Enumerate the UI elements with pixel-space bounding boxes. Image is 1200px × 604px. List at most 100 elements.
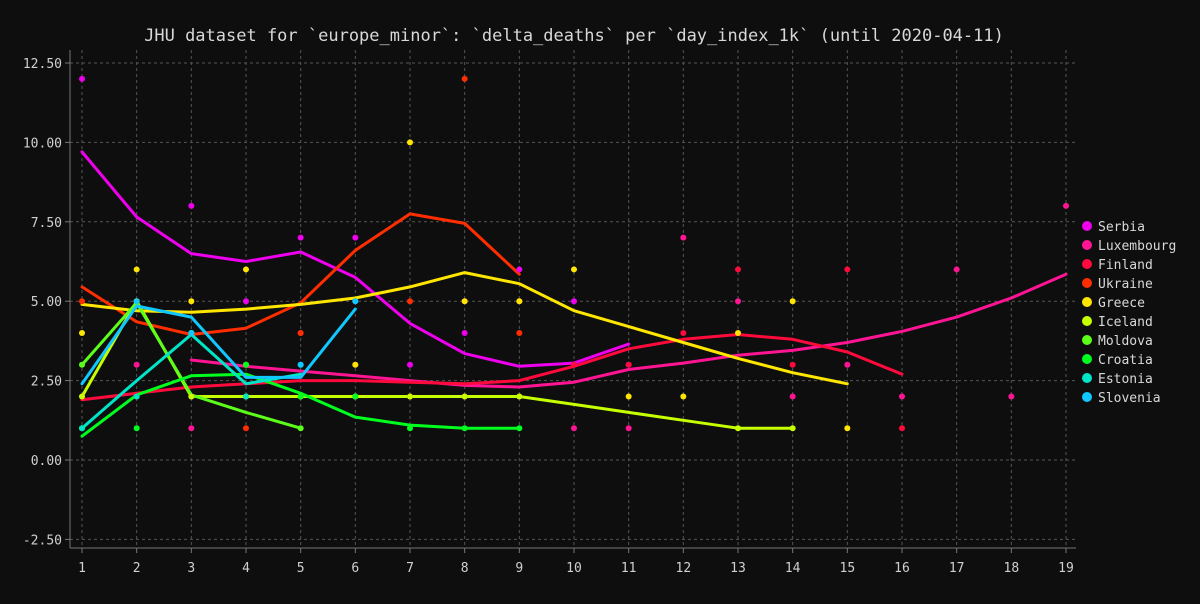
y-tick-label: 0.00: [31, 454, 62, 469]
y-tick-label: 10.00: [23, 136, 62, 151]
data-point-ukraine: [243, 425, 249, 432]
data-point-greece: [789, 298, 796, 305]
data-point-ukraine: [407, 298, 413, 305]
data-point-luxembourg: [571, 425, 577, 432]
data-point-finland: [625, 361, 632, 368]
legend-marker-moldova: [1082, 335, 1092, 345]
data-point-moldova: [79, 361, 85, 368]
data-point-greece: [188, 298, 195, 305]
x-tick-label: 4: [242, 561, 250, 576]
data-point-slovenia: [352, 298, 359, 305]
x-tick-label: 13: [730, 561, 746, 576]
data-point-moldova: [297, 425, 304, 432]
axes: 1 2 3 4 5 6 7 8 9 10 11 12 13 14 15 16 17 18 19-2.500.002.…: [23, 50, 1076, 576]
data-point-greece: [352, 361, 359, 368]
data-point-slovenia: [133, 298, 140, 305]
x-tick-label: 6: [351, 561, 359, 576]
legend-label-croatia: Croatia: [1098, 353, 1153, 368]
data-point-luxembourg: [1063, 202, 1069, 209]
x-tick-label: 10: [566, 561, 582, 576]
x-tick-label: 1: [78, 561, 86, 576]
data-point-luxembourg: [188, 425, 195, 432]
data-point-croatia: [297, 393, 304, 400]
legend-label-finland: Finland: [1098, 258, 1153, 273]
data-point-iceland: [516, 393, 523, 400]
data-point-greece: [680, 393, 687, 400]
data-point-luxembourg: [899, 393, 905, 400]
legend-label-estonia: Estonia: [1098, 372, 1153, 387]
y-tick-label: -2.50: [23, 533, 62, 548]
series-line-finland: [80, 333, 904, 402]
x-tick-label: 14: [785, 561, 801, 576]
data-point-iceland: [735, 425, 741, 432]
data-point-slovenia: [297, 361, 304, 368]
legend-label-iceland: Iceland: [1098, 315, 1153, 330]
data-point-croatia: [243, 361, 249, 368]
x-tick-label: 3: [187, 561, 195, 576]
data-point-luxembourg: [789, 393, 796, 400]
data-point-serbia: [79, 75, 85, 82]
data-point-croatia: [516, 425, 523, 432]
data-point-serbia: [461, 329, 468, 336]
x-tick-label: 7: [406, 561, 414, 576]
legend-label-serbia: Serbia: [1098, 220, 1145, 235]
x-tick-label: 5: [297, 561, 305, 576]
series-lines: [80, 150, 1068, 438]
x-tick-label: 16: [894, 561, 910, 576]
data-point-iceland: [188, 393, 195, 400]
y-tick-label: 5.00: [31, 295, 62, 310]
chart-title: JHU dataset for `europe_minor`: `delta_d…: [144, 26, 1004, 46]
data-point-serbia: [516, 266, 523, 273]
data-point-greece: [243, 266, 249, 273]
data-point-greece: [516, 298, 523, 305]
data-point-greece: [844, 425, 851, 432]
legend-label-moldova: Moldova: [1098, 334, 1153, 349]
data-point-finland: [844, 266, 851, 273]
data-point-finland: [899, 425, 905, 432]
data-point-greece: [407, 139, 413, 146]
x-tick-label: 9: [515, 561, 523, 576]
legend-marker-slovenia: [1082, 392, 1092, 402]
data-point-luxembourg: [735, 298, 741, 305]
legend-marker-greece: [1082, 297, 1092, 307]
data-point-iceland: [461, 393, 468, 400]
data-point-luxembourg: [953, 266, 960, 273]
data-point-serbia: [188, 202, 195, 209]
data-point-greece: [735, 329, 741, 336]
data-point-luxembourg: [680, 234, 687, 241]
legend-marker-ukraine: [1082, 278, 1092, 288]
data-point-croatia: [461, 425, 468, 432]
legend-marker-finland: [1082, 259, 1092, 269]
data-point-iceland: [789, 425, 796, 432]
data-point-iceland: [79, 393, 85, 400]
data-point-greece: [133, 266, 140, 273]
data-point-luxembourg: [844, 361, 851, 368]
x-tick-label: 2: [133, 561, 141, 576]
data-point-ukraine: [516, 329, 523, 336]
series-line-slovenia: [80, 304, 357, 386]
series-line-luxembourg: [189, 272, 1068, 389]
legend-marker-luxembourg: [1082, 240, 1092, 250]
data-point-greece: [571, 266, 577, 273]
x-tick-label: 11: [621, 561, 637, 576]
series-points: [79, 75, 1069, 432]
data-point-greece: [461, 298, 468, 305]
data-point-greece: [625, 393, 632, 400]
data-point-estonia: [79, 425, 85, 432]
data-point-serbia: [407, 361, 413, 368]
data-point-iceland: [407, 393, 413, 400]
y-tick-label: 2.50: [31, 375, 62, 390]
series-line-serbia: [80, 150, 631, 368]
x-tick-label: 19: [1058, 561, 1074, 576]
data-point-greece: [79, 329, 85, 336]
x-tick-label: 12: [676, 561, 692, 576]
data-point-luxembourg: [133, 361, 140, 368]
data-point-croatia: [407, 425, 413, 432]
data-point-finland: [789, 361, 796, 368]
data-point-serbia: [243, 298, 249, 305]
data-point-finland: [735, 266, 741, 273]
data-point-luxembourg: [625, 425, 632, 432]
data-point-estonia: [133, 393, 140, 400]
